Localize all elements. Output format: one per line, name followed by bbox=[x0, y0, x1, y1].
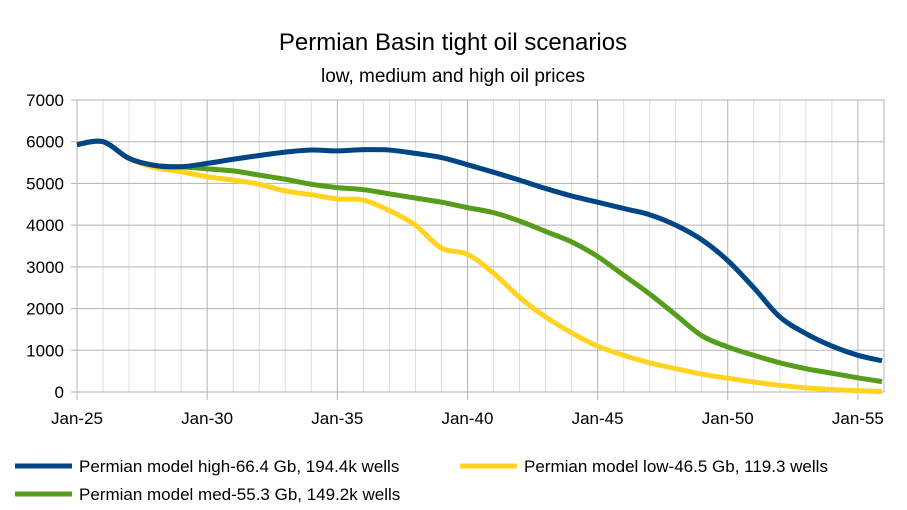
legend-label: Permian model low-46.5 Gb, 119.3 wells bbox=[524, 457, 828, 476]
y-tick-label: 7000 bbox=[26, 91, 64, 110]
legend-label: Permian model high-66.4 Gb, 194.4k wells bbox=[79, 457, 399, 476]
y-tick-label: 2000 bbox=[26, 300, 64, 319]
grid bbox=[71, 99, 885, 400]
x-tick-label: Jan-55 bbox=[832, 409, 884, 428]
x-tick-label: Jan-25 bbox=[51, 409, 103, 428]
legend-label: Permian model med-55.3 Gb, 149.2k wells bbox=[79, 485, 400, 504]
x-tick-label: Jan-30 bbox=[181, 409, 233, 428]
series-high-line bbox=[76, 138, 883, 364]
series-group bbox=[76, 138, 883, 395]
legend: Permian model high-66.4 Gb, 194.4k wells… bbox=[15, 457, 828, 504]
x-tick-label: Jan-45 bbox=[572, 409, 624, 428]
y-axis: 0 1000 2000 3000 4000 5000 6000 7000 bbox=[26, 91, 64, 402]
x-tick-label: Jan-50 bbox=[702, 409, 754, 428]
y-tick-label: 5000 bbox=[26, 174, 64, 193]
chart-title: Permian Basin tight oil scenarios bbox=[279, 29, 627, 56]
y-tick-label: 6000 bbox=[26, 133, 64, 152]
series-low-line bbox=[76, 138, 883, 395]
y-tick-label: 1000 bbox=[26, 341, 64, 360]
y-tick-label: 3000 bbox=[26, 258, 64, 277]
x-tick-label: Jan-35 bbox=[311, 409, 363, 428]
y-tick-label: 0 bbox=[55, 383, 64, 402]
chart-subtitle: low, medium and high oil prices bbox=[321, 66, 585, 87]
x-tick-label: Jan-40 bbox=[441, 409, 493, 428]
y-tick-label: 4000 bbox=[26, 216, 64, 235]
x-axis: Jan-25 Jan-30 Jan-35 Jan-40 Jan-45 Jan-50 Jan-… bbox=[51, 409, 884, 428]
series-med-line bbox=[76, 138, 883, 385]
